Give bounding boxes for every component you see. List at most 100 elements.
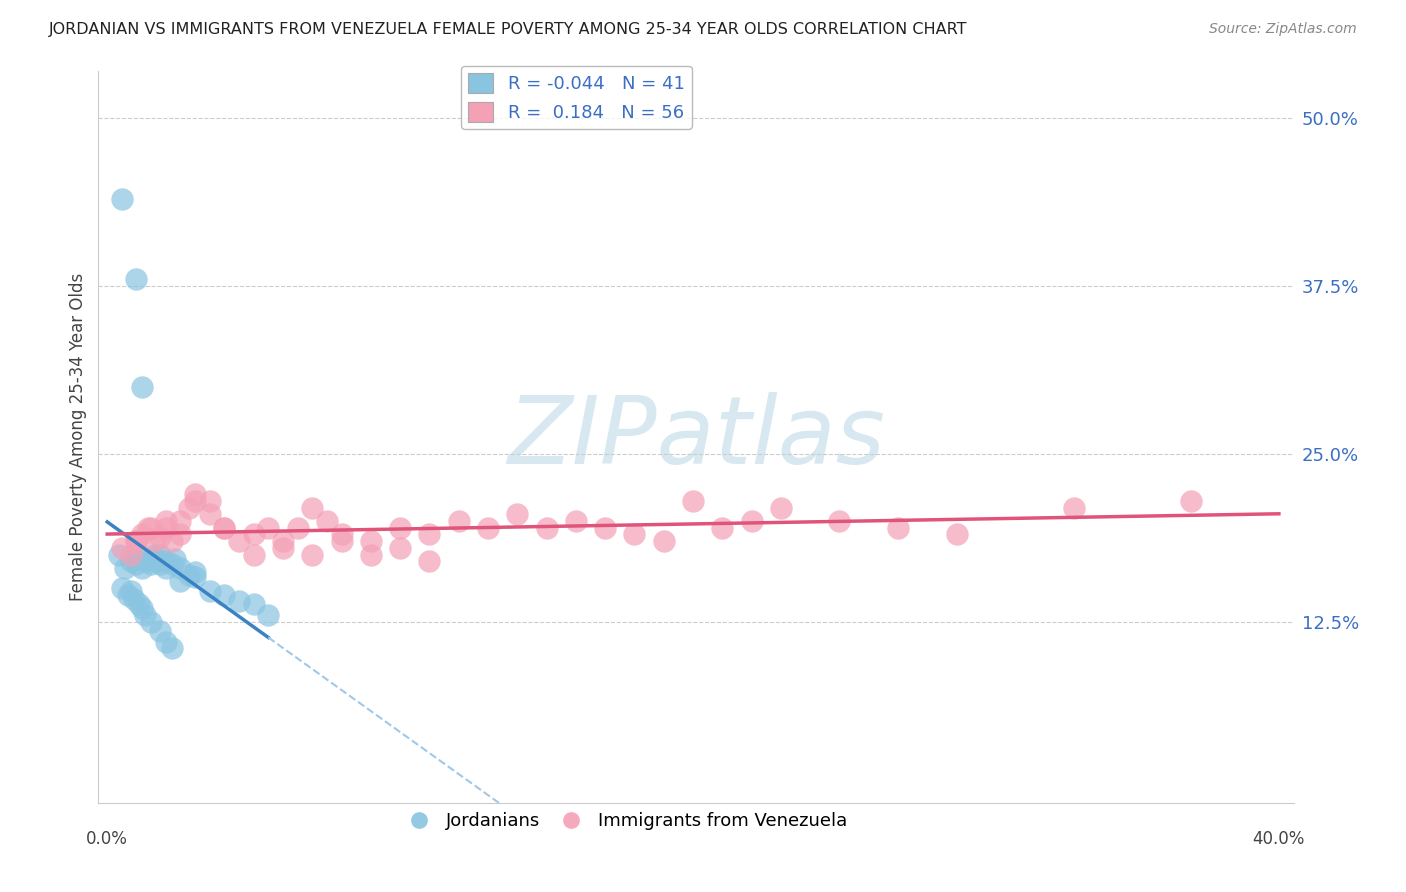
Point xyxy=(131,601,153,615)
Point xyxy=(108,548,131,562)
Point xyxy=(711,521,734,535)
Point xyxy=(155,561,177,575)
Point xyxy=(536,521,558,535)
Point xyxy=(271,534,294,549)
Point xyxy=(131,561,153,575)
Point xyxy=(198,493,221,508)
Point xyxy=(198,583,221,598)
Point xyxy=(330,534,353,549)
Point xyxy=(214,521,236,535)
Point xyxy=(134,607,156,622)
Point xyxy=(179,500,201,515)
Point xyxy=(120,583,142,598)
Point xyxy=(163,551,186,566)
Point xyxy=(169,574,191,589)
Point xyxy=(257,607,280,622)
Point xyxy=(125,534,148,549)
Point xyxy=(128,597,150,611)
Point xyxy=(389,521,412,535)
Point xyxy=(146,554,169,568)
Point xyxy=(565,514,588,528)
Point xyxy=(155,521,177,535)
Point xyxy=(125,534,148,549)
Point xyxy=(125,557,148,571)
Point xyxy=(120,548,142,562)
Point xyxy=(141,557,163,571)
Point xyxy=(287,521,309,535)
Point xyxy=(301,548,323,562)
Point xyxy=(242,597,264,611)
Point xyxy=(214,521,236,535)
Point xyxy=(228,594,250,608)
Point xyxy=(214,588,236,602)
Point xyxy=(149,548,172,562)
Point xyxy=(360,534,382,549)
Point xyxy=(120,554,142,568)
Point xyxy=(160,534,183,549)
Point xyxy=(149,557,172,571)
Point xyxy=(887,521,910,535)
Point xyxy=(418,527,440,541)
Point xyxy=(184,565,207,579)
Point xyxy=(506,508,529,522)
Point xyxy=(169,514,191,528)
Point xyxy=(143,548,166,562)
Point xyxy=(198,508,221,522)
Point xyxy=(389,541,412,555)
Point xyxy=(155,514,177,528)
Point xyxy=(242,527,264,541)
Point xyxy=(593,521,616,535)
Point xyxy=(143,534,166,549)
Point xyxy=(623,527,645,541)
Text: JORDANIAN VS IMMIGRANTS FROM VENEZUELA FEMALE POVERTY AMONG 25-34 YEAR OLDS CORR: JORDANIAN VS IMMIGRANTS FROM VENEZUELA F… xyxy=(49,22,967,37)
Point xyxy=(477,521,499,535)
Point xyxy=(141,521,163,535)
Point xyxy=(141,551,163,566)
Point xyxy=(1063,500,1085,515)
Point xyxy=(184,493,207,508)
Point xyxy=(184,487,207,501)
Point xyxy=(141,615,163,629)
Point xyxy=(418,554,440,568)
Y-axis label: Female Poverty Among 25-34 Year Olds: Female Poverty Among 25-34 Year Olds xyxy=(69,273,87,601)
Point xyxy=(741,514,763,528)
Point xyxy=(769,500,792,515)
Point xyxy=(179,567,201,582)
Point xyxy=(111,192,134,206)
Point xyxy=(360,548,382,562)
Text: Source: ZipAtlas.com: Source: ZipAtlas.com xyxy=(1209,22,1357,37)
Point xyxy=(228,534,250,549)
Text: ZIPatlas: ZIPatlas xyxy=(508,392,884,483)
Text: 0.0%: 0.0% xyxy=(86,830,128,847)
Point xyxy=(125,272,148,286)
Point xyxy=(682,493,704,508)
Point xyxy=(149,624,172,638)
Point xyxy=(114,561,136,575)
Point xyxy=(122,591,145,606)
Legend: Jordanians, Immigrants from Venezuela: Jordanians, Immigrants from Venezuela xyxy=(394,805,855,838)
Point xyxy=(652,534,675,549)
Point xyxy=(160,557,183,571)
Point xyxy=(155,554,177,568)
Point xyxy=(160,641,183,656)
Point xyxy=(169,561,191,575)
Point xyxy=(447,514,470,528)
Point xyxy=(169,527,191,541)
Point xyxy=(149,530,172,544)
Point xyxy=(111,581,134,595)
Point xyxy=(271,541,294,555)
Point xyxy=(330,527,353,541)
Point xyxy=(945,527,967,541)
Text: 40.0%: 40.0% xyxy=(1253,830,1305,847)
Point xyxy=(155,634,177,648)
Point xyxy=(136,521,159,535)
Point xyxy=(301,500,323,515)
Point xyxy=(131,527,153,541)
Point xyxy=(117,588,139,602)
Point xyxy=(242,548,264,562)
Point xyxy=(315,514,337,528)
Point xyxy=(131,380,153,394)
Point xyxy=(125,551,148,566)
Point xyxy=(134,554,156,568)
Point xyxy=(184,570,207,584)
